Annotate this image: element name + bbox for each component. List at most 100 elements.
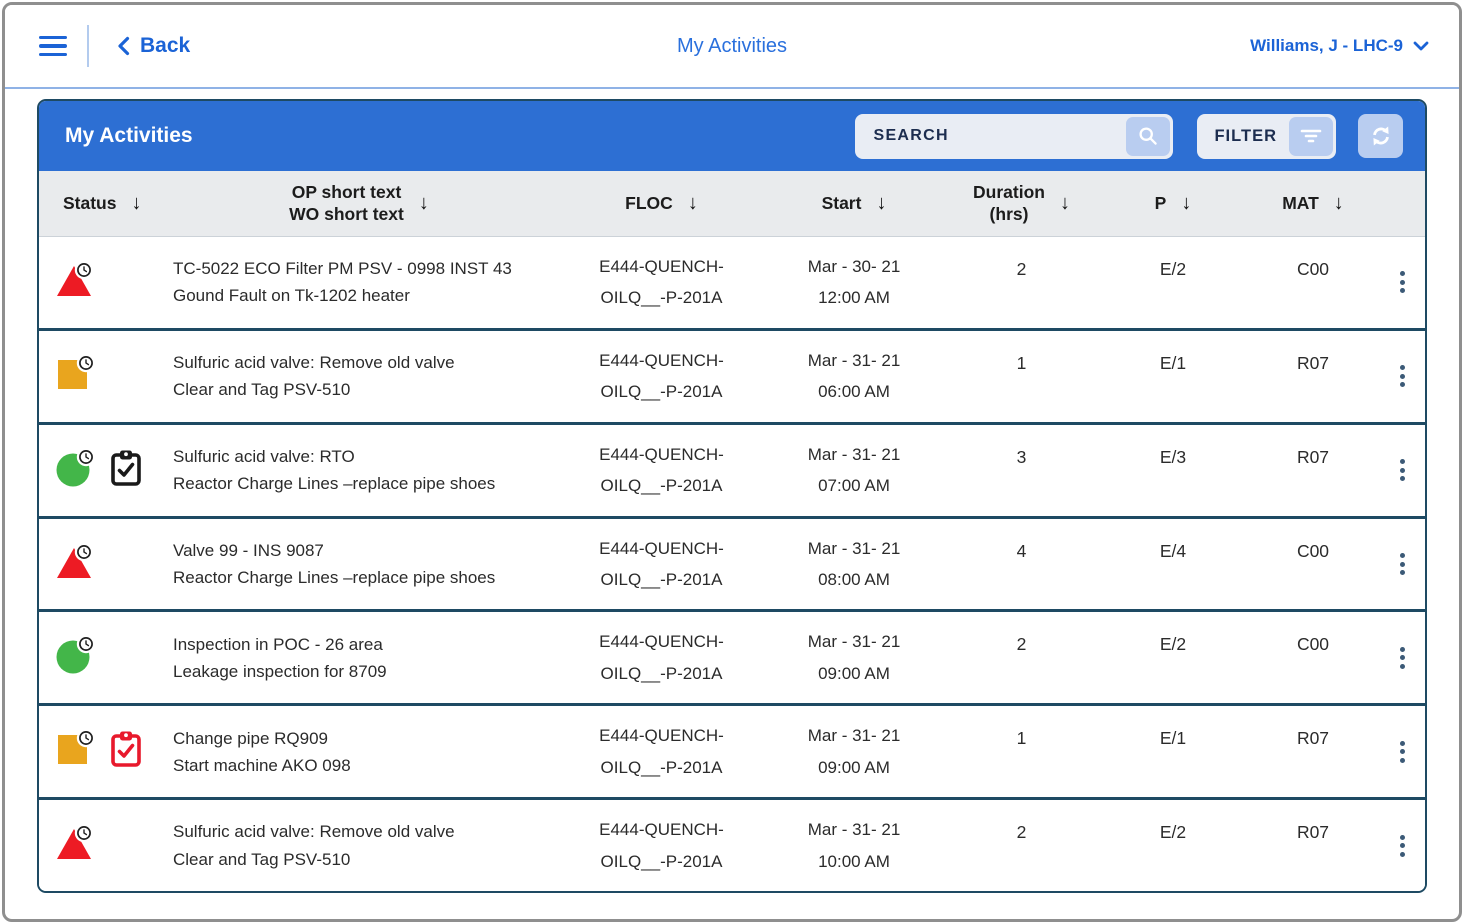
column-label: Start xyxy=(821,192,862,213)
table-row[interactable]: Inspection in POC - 26 area Leakage inspe… xyxy=(39,609,1425,704)
floc-value: E444-QUENCH- OILQ__-P-201A xyxy=(599,256,724,308)
priority-value: E/4 xyxy=(1159,540,1187,561)
row-menu-kebab-icon[interactable] xyxy=(1394,547,1411,581)
column-label: Duration (hrs) xyxy=(973,181,1045,224)
column-label: OP short text WO short text xyxy=(289,181,404,224)
row-menu-cell xyxy=(1379,359,1425,393)
column-header-duration[interactable]: Duration (hrs) ↓ xyxy=(944,182,1099,226)
mat-value: R07 xyxy=(1296,446,1330,467)
row-menu-cell xyxy=(1379,453,1425,487)
op-wo-short-text: Inspection in POC - 26 area Leakage inspe… xyxy=(173,634,387,681)
column-header-op[interactable]: OP short text WO short text ↓ xyxy=(159,182,559,226)
op-wo-short-text: Sulfuric acid valve: Remove old valve Cle… xyxy=(173,353,455,400)
duration-hrs: 1 xyxy=(1016,728,1027,749)
filter-button[interactable]: FILTER xyxy=(1197,113,1336,159)
column-header-start[interactable]: Start ↓ xyxy=(764,192,944,215)
floc-value: E444-QUENCH- OILQ__-P-201A xyxy=(599,632,724,683)
row-menu-kebab-icon[interactable] xyxy=(1394,453,1411,487)
priority-value: E/1 xyxy=(1159,728,1187,749)
row-menu-kebab-icon[interactable] xyxy=(1394,265,1411,299)
filter-icon xyxy=(1289,116,1333,156)
table-row[interactable]: TC-5022 ECO Filter PM PSV - 0998 INST 43… xyxy=(39,237,1425,328)
sort-arrow-icon[interactable]: ↓ xyxy=(687,192,698,214)
table-row[interactable]: Valve 99 - INS 9087 Reactor Charge Lines … xyxy=(39,515,1425,610)
search-field xyxy=(855,113,1174,159)
sort-arrow-icon[interactable]: ↓ xyxy=(418,192,429,214)
start-datetime: Mar - 31- 21 08:00 AM xyxy=(807,538,901,589)
sort-arrow-icon[interactable]: ↓ xyxy=(1059,192,1070,214)
search-input[interactable] xyxy=(855,113,1127,159)
status-cell xyxy=(39,728,159,775)
op-wo-short-text: Valve 99 - INS 9087 Reactor Charge Lines … xyxy=(173,540,496,587)
column-header-p[interactable]: P ↓ xyxy=(1099,192,1247,215)
start-datetime: Mar - 31- 21 09:00 AM xyxy=(807,632,901,683)
red-triangle-status-icon xyxy=(55,822,97,869)
table-row[interactable]: Sulfuric acid valve: Remove old valve Cle… xyxy=(39,327,1425,422)
sort-arrow-icon[interactable]: ↓ xyxy=(1333,192,1344,214)
row-menu-cell xyxy=(1379,265,1425,299)
priority-value: E/2 xyxy=(1159,822,1187,843)
op-wo-short-text: Sulfuric acid valve: RTO Reactor Charge L… xyxy=(173,446,496,494)
search-icon xyxy=(1139,127,1158,145)
status-cell xyxy=(39,259,159,306)
column-label: Status xyxy=(63,192,117,213)
clipboard-check-red-icon xyxy=(106,728,146,775)
clipboard-check-black-icon xyxy=(106,447,146,494)
priority-value: E/2 xyxy=(1159,258,1187,279)
top-app-bar: Back My Activities Williams, J - LHC-9 xyxy=(5,5,1459,89)
priority-value: E/2 xyxy=(1159,634,1187,655)
chevron-left-icon xyxy=(118,36,130,56)
row-menu-cell xyxy=(1379,735,1425,769)
start-datetime: Mar - 31- 21 10:00 AM xyxy=(807,820,901,871)
row-menu-kebab-icon[interactable] xyxy=(1394,829,1411,863)
column-header-mat[interactable]: MAT ↓ xyxy=(1247,192,1379,215)
sort-arrow-icon[interactable]: ↓ xyxy=(131,192,142,214)
start-datetime: Mar - 31- 21 09:00 AM xyxy=(807,726,901,777)
duration-hrs: 1 xyxy=(1016,352,1027,373)
topbar-divider xyxy=(87,25,89,67)
op-wo-short-text: Change pipe RQ909 Start machine AKO 098 xyxy=(173,728,351,775)
row-menu-kebab-icon[interactable] xyxy=(1394,641,1411,675)
status-cell xyxy=(39,447,159,494)
refresh-icon xyxy=(1372,126,1389,146)
floc-value: E444-QUENCH- OILQ__-P-201A xyxy=(599,350,724,402)
mat-value: C00 xyxy=(1296,634,1330,655)
floc-value: E444-QUENCH- OILQ__-P-201A xyxy=(599,538,724,589)
orange-square-status-icon xyxy=(55,728,97,775)
status-cell xyxy=(39,634,159,681)
table-row[interactable]: Sulfuric acid valve: Remove old valve Cle… xyxy=(39,797,1425,891)
page-title: My Activities xyxy=(676,34,788,57)
menu-icon[interactable] xyxy=(39,36,67,56)
status-cell xyxy=(39,353,159,400)
sort-arrow-icon[interactable]: ↓ xyxy=(1181,192,1192,214)
row-menu-kebab-icon[interactable] xyxy=(1394,735,1411,769)
profile-menu-button[interactable]: Williams, J - LHC-9 xyxy=(1250,36,1429,56)
green-circle-status-icon xyxy=(55,447,97,494)
duration-hrs: 4 xyxy=(1016,540,1027,561)
duration-hrs: 2 xyxy=(1016,258,1027,279)
sort-arrow-icon[interactable]: ↓ xyxy=(876,192,887,214)
mat-value: R07 xyxy=(1296,352,1330,373)
mat-value: R07 xyxy=(1296,728,1330,749)
refresh-button[interactable] xyxy=(1358,114,1403,158)
table-row[interactable]: Sulfuric acid valve: RTO Reactor Charge L… xyxy=(39,421,1425,516)
filter-label: FILTER xyxy=(1214,126,1277,145)
panel-title: My Activities xyxy=(65,124,193,147)
row-menu-kebab-icon[interactable] xyxy=(1394,359,1411,393)
search-button[interactable] xyxy=(1126,116,1171,156)
op-wo-short-text: TC-5022 ECO Filter PM PSV - 0998 INST 43… xyxy=(173,259,512,306)
row-menu-cell xyxy=(1379,641,1425,675)
chevron-down-icon xyxy=(1413,41,1429,51)
duration-hrs: 3 xyxy=(1016,446,1027,467)
start-datetime: Mar - 30- 21 12:00 AM xyxy=(807,256,901,308)
op-wo-short-text: Sulfuric acid valve: Remove old valve Cle… xyxy=(173,822,455,869)
column-header-floc[interactable]: FLOC ↓ xyxy=(559,192,764,215)
back-label: Back xyxy=(140,34,191,57)
activities-table-body: TC-5022 ECO Filter PM PSV - 0998 INST 43… xyxy=(39,237,1425,891)
column-label: P xyxy=(1154,192,1167,213)
back-button[interactable]: Back xyxy=(117,34,190,58)
column-header-status[interactable]: Status ↓ xyxy=(39,192,159,215)
table-row[interactable]: Change pipe RQ909 Start machine AKO 098 E4… xyxy=(39,703,1425,798)
floc-value: E444-QUENCH- OILQ__-P-201A xyxy=(599,726,724,777)
